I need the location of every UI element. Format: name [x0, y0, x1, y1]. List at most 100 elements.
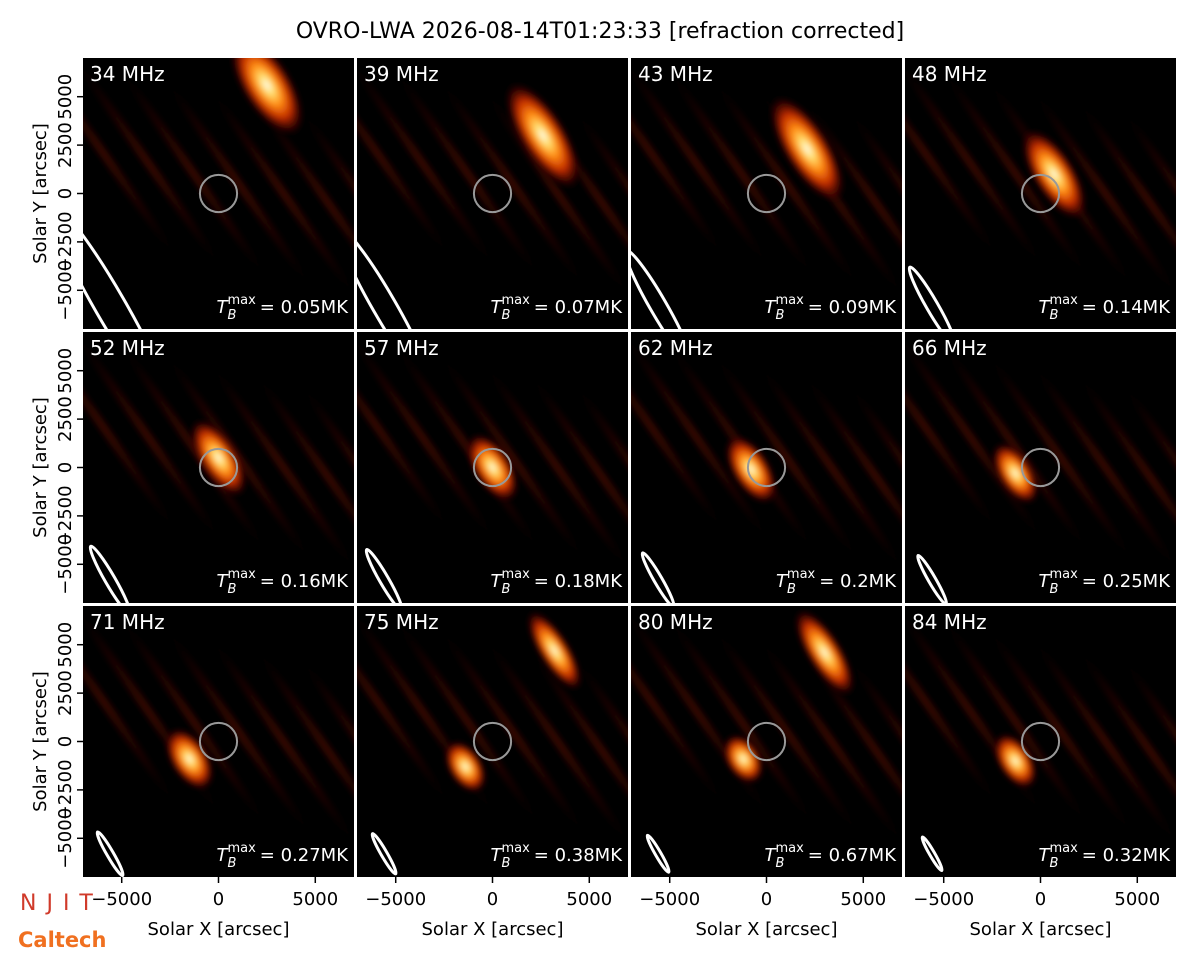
x-axis-label: Solar X [arcsec]: [422, 919, 564, 940]
x-tick-label: 5000: [566, 889, 612, 910]
tb-part: max: [501, 293, 530, 308]
emission: [722, 734, 764, 784]
tb-part: T: [765, 845, 778, 866]
emission: [189, 418, 248, 497]
streak: [705, 342, 868, 573]
streak: [292, 98, 354, 329]
tb-part: B: [228, 308, 237, 323]
frequency-label: 43 MHz: [638, 62, 713, 86]
streak: [1114, 646, 1176, 877]
panel: [83, 606, 354, 877]
tb-part: T: [491, 845, 504, 866]
tb-max-label: TBmax = 0.67MK: [765, 841, 898, 871]
solar-disk: [746, 447, 787, 488]
streak: [905, 332, 1007, 543]
streak: [357, 58, 504, 279]
x-tick-label: 5000: [840, 889, 886, 910]
y-tick-label: 5000: [55, 348, 76, 394]
tb-part: B: [1050, 308, 1059, 323]
streak: [840, 372, 902, 603]
x-tick-label: 5000: [1114, 889, 1160, 910]
frequency-label: 84 MHz: [912, 610, 987, 634]
y-tick-label: −2500: [55, 211, 76, 272]
emission: [444, 740, 487, 793]
streak: [934, 606, 1097, 837]
streak: [476, 352, 628, 583]
beam: [640, 551, 676, 603]
tb-part: = 0.05MK: [260, 297, 349, 318]
streak: [247, 362, 354, 593]
beam: [357, 226, 432, 329]
x-axis-label: Solar X [arcsec]: [696, 919, 838, 940]
emission: [794, 608, 856, 697]
streak: [357, 58, 459, 269]
streak: [292, 646, 354, 877]
streak: [83, 332, 185, 543]
streak: [1024, 626, 1176, 857]
streak: [83, 606, 185, 817]
y-axis-label: Solar Y [arcsec]: [30, 671, 51, 812]
streak: [905, 58, 1007, 269]
y-tick-label: 2500: [55, 122, 76, 168]
streak: [357, 332, 459, 543]
frequency-label: 52 MHz: [90, 336, 165, 360]
streak: [247, 636, 354, 867]
tb-part: T: [217, 845, 230, 866]
solar-disk: [198, 173, 239, 214]
streak: [357, 606, 459, 817]
tb-max-label: TBmax = 0.05MK: [217, 293, 350, 323]
x-axis-label: Solar X [arcsec]: [148, 919, 290, 940]
tb-part: T: [1039, 571, 1052, 592]
panel: [631, 58, 902, 329]
frequency-label: 80 MHz: [638, 610, 713, 634]
panel: [631, 606, 902, 877]
streak: [431, 68, 594, 299]
solar-disk: [1020, 173, 1061, 214]
streak: [660, 58, 823, 289]
tb-part: = 0.32MK: [1082, 845, 1171, 866]
tb-part: = 0.38MK: [534, 845, 623, 866]
solar-disk: [746, 721, 787, 762]
emission: [526, 610, 583, 691]
frequency-label: 39 MHz: [364, 62, 439, 86]
streak: [431, 616, 594, 847]
streak: [1114, 98, 1176, 329]
tb-part: B: [228, 582, 237, 597]
tb-part: = 0.18MK: [534, 571, 623, 592]
solar-disk: [198, 721, 239, 762]
frequency-label: 62 MHz: [638, 336, 713, 360]
x-tick-label: 0: [487, 889, 498, 910]
streak: [840, 98, 902, 329]
streak: [83, 58, 230, 279]
x-axis-label: Solar X [arcsec]: [970, 919, 1112, 940]
streak: [631, 58, 733, 269]
streak: [386, 606, 549, 837]
emission: [993, 733, 1038, 789]
emission: [991, 442, 1039, 505]
frequency-label: 48 MHz: [912, 62, 987, 86]
streak: [905, 606, 1007, 817]
tb-part: T: [765, 297, 778, 318]
beam: [645, 833, 671, 874]
streak: [795, 88, 902, 319]
emission: [466, 433, 519, 502]
streak: [1024, 78, 1176, 309]
tb-part: B: [228, 856, 237, 871]
tb-max-label: TBmax = 0.2MK: [776, 567, 897, 597]
tb-part: = 0.09MK: [808, 297, 897, 318]
streak: [386, 58, 549, 289]
streak: [157, 68, 320, 299]
streak: [202, 352, 354, 583]
beam: [88, 544, 132, 603]
tb-part: max: [227, 567, 256, 582]
tb-part: = 0.14MK: [1082, 297, 1171, 318]
tb-max-label: TBmax = 0.18MK: [491, 567, 624, 597]
streak: [157, 616, 320, 847]
streak: [566, 372, 628, 603]
solar-disk: [198, 447, 239, 488]
y-tick-label: −2500: [55, 485, 76, 546]
streak: [934, 332, 1097, 563]
panel: [631, 332, 902, 603]
tb-part: B: [776, 308, 785, 323]
streak: [631, 332, 778, 553]
